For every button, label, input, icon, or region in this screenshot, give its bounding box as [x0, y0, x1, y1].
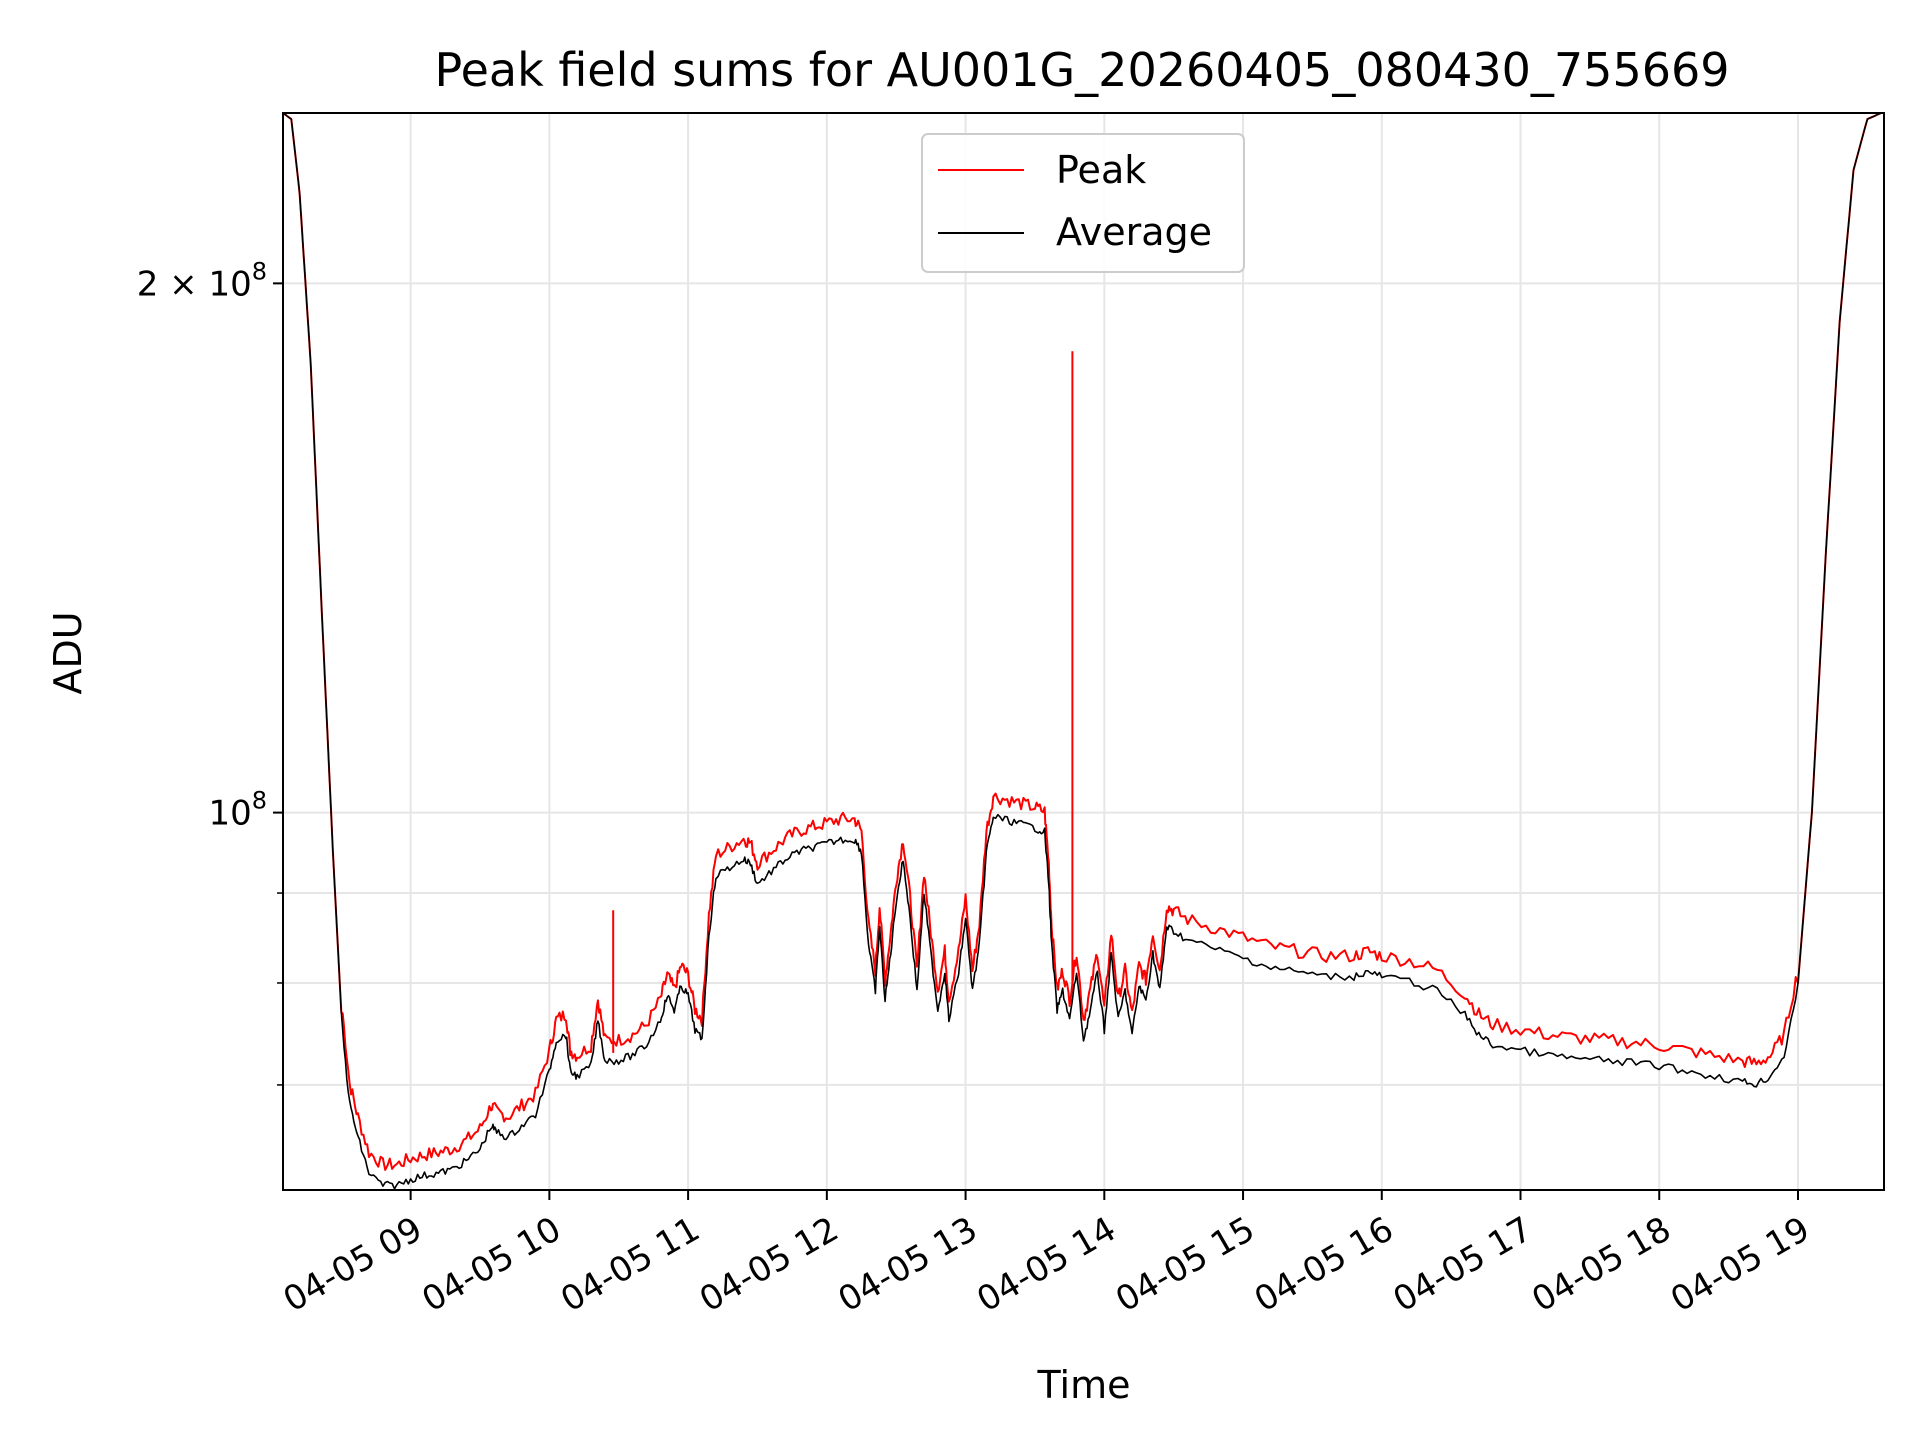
- legend-box: [921, 133, 1245, 273]
- chart-title: Peak field sums for AU001G_20260405_0804…: [434, 43, 1729, 97]
- y-axis-label: ADU: [46, 611, 90, 694]
- x-axis-label: Time: [1037, 1363, 1131, 1407]
- legend: Peak Average: [921, 133, 1245, 273]
- y-tick-base: 10: [208, 264, 251, 304]
- y-tick-exponent: 8: [252, 787, 267, 815]
- y-tick-mantissa: 2 ×: [137, 264, 209, 304]
- y-tick-label: 108: [208, 787, 267, 834]
- legend-average-label: Average: [1056, 210, 1212, 254]
- y-tick-exponent: 8: [252, 257, 267, 285]
- plot-area: [282, 112, 1882, 1190]
- y-tick-base: 10: [208, 794, 251, 834]
- legend-peak-label: Peak: [1056, 148, 1146, 192]
- average-series-line: [282, 112, 1882, 1190]
- y-tick-label: 2 × 108: [137, 257, 267, 304]
- plot-frame: [282, 112, 1885, 1191]
- grid: [283, 113, 1884, 1190]
- peak-series-line: [282, 112, 1882, 1171]
